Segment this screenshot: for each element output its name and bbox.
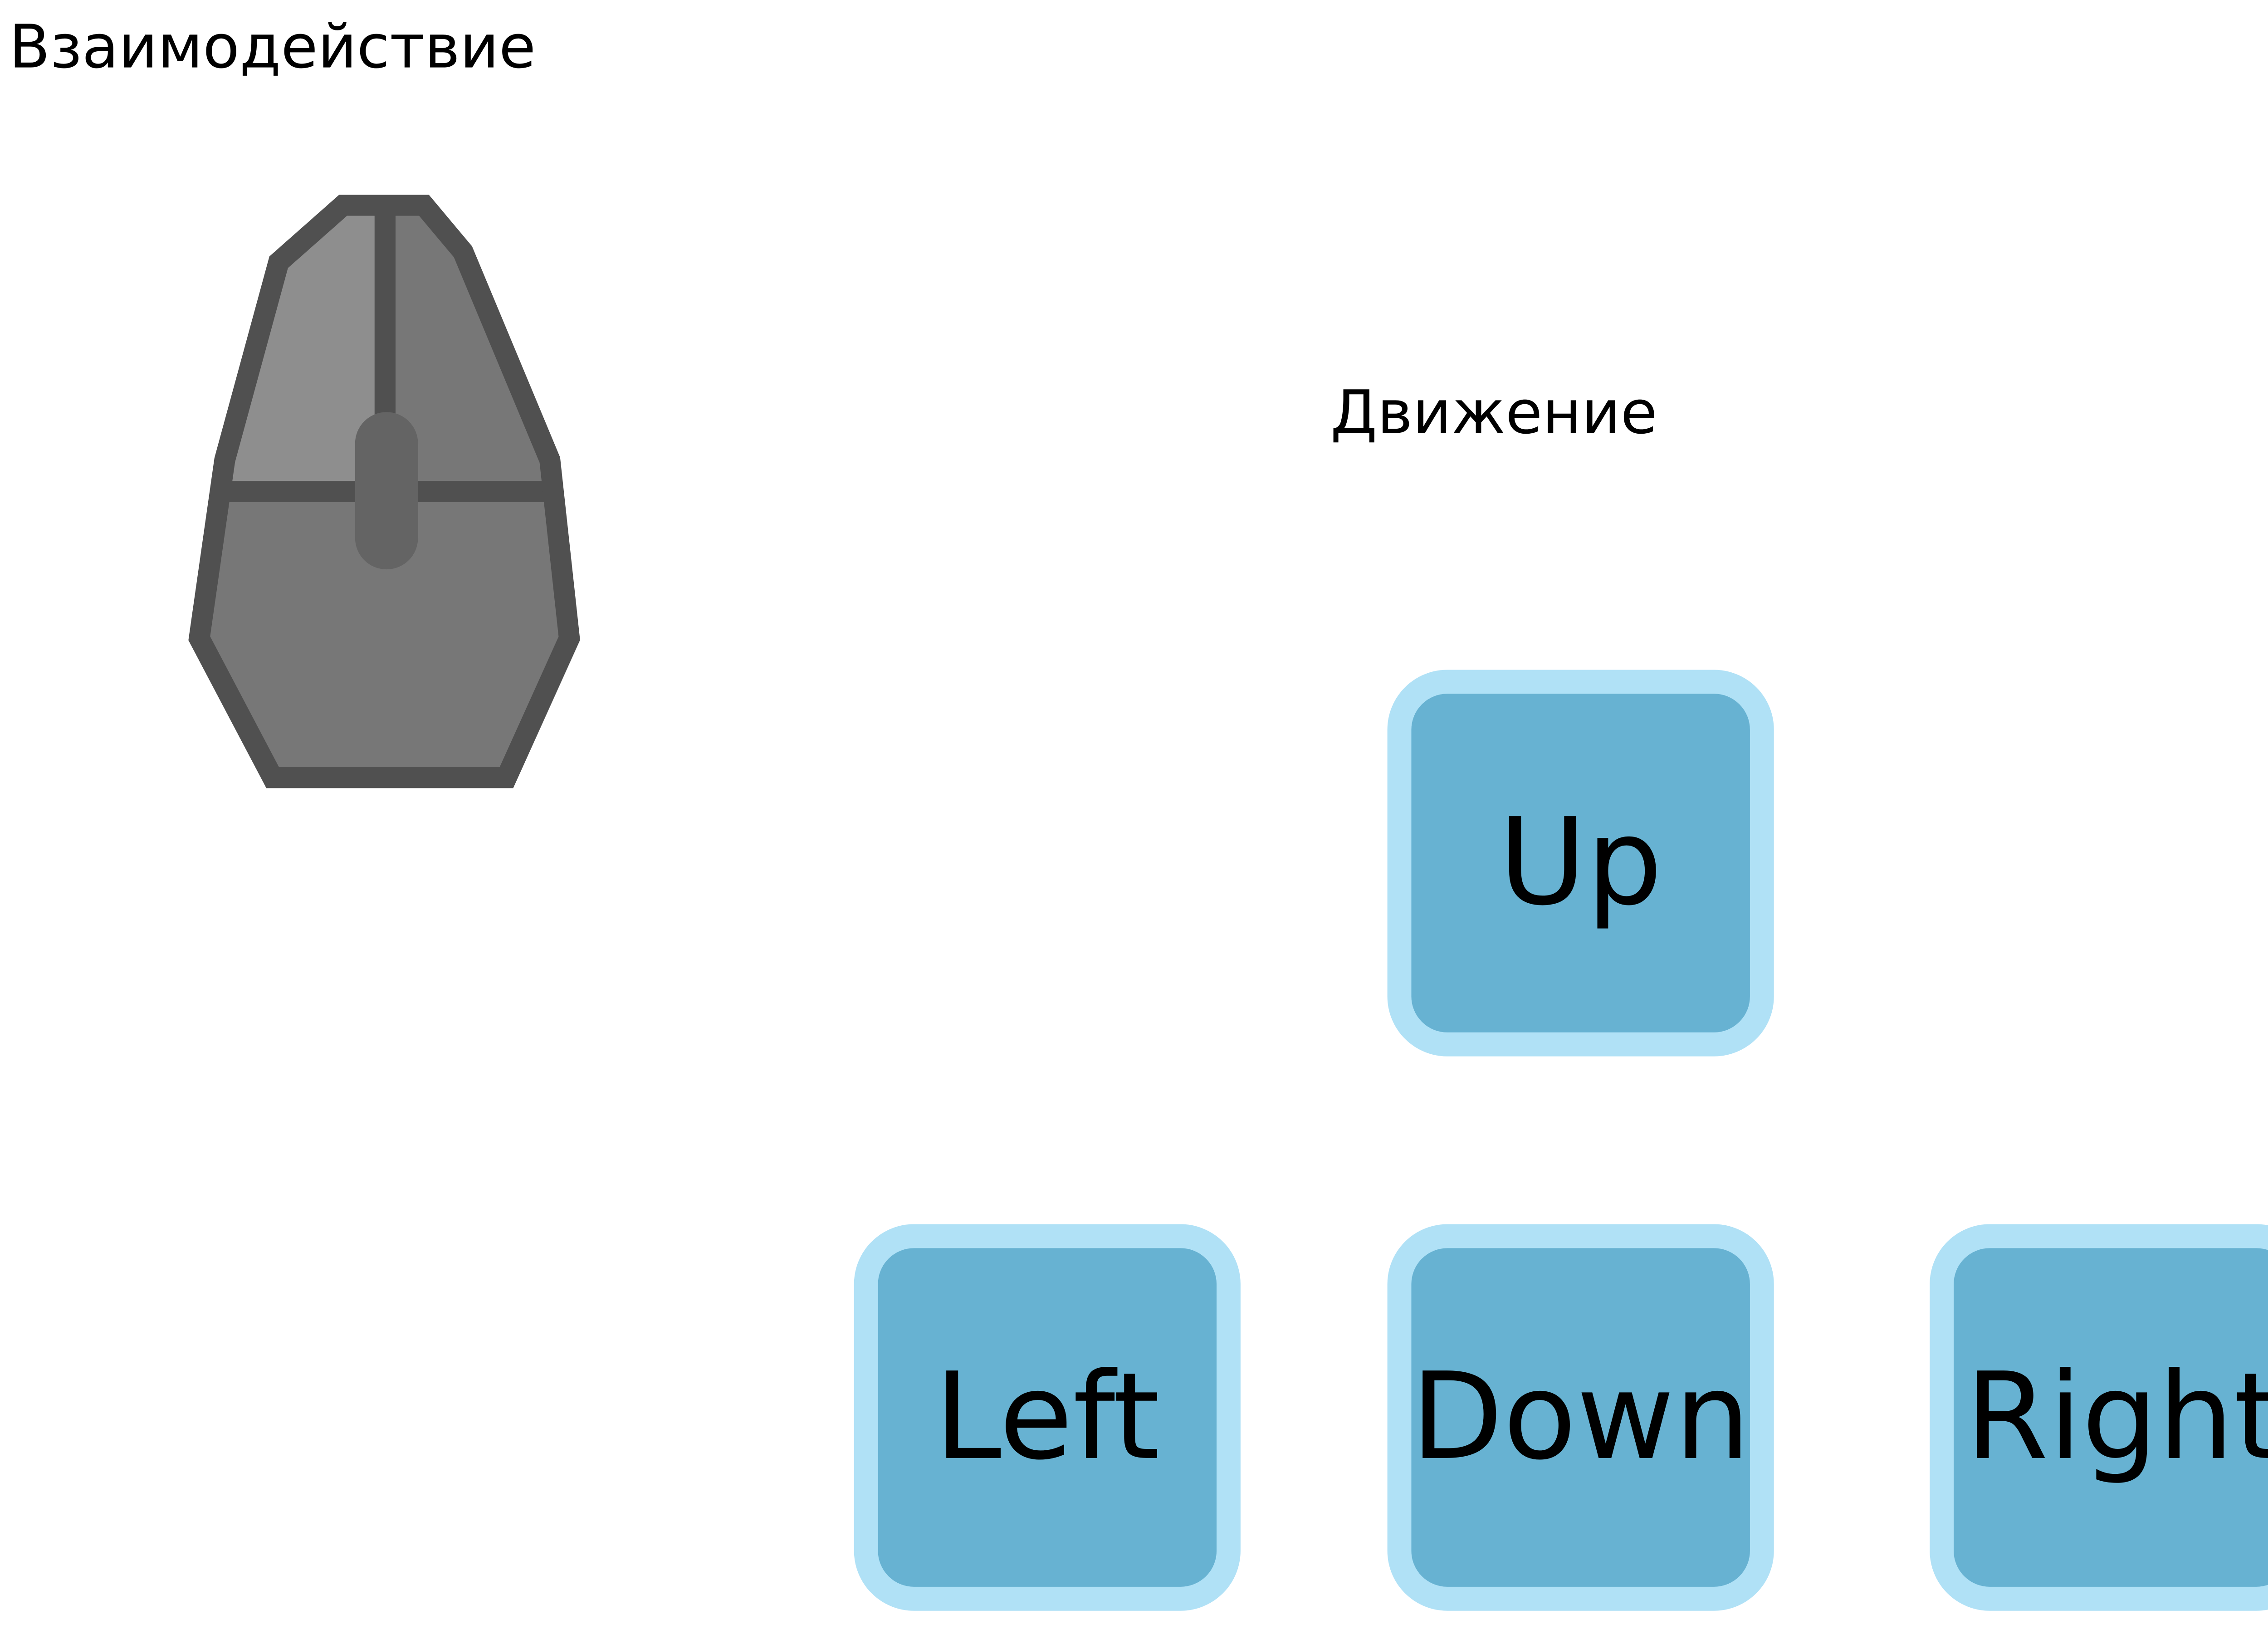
mouse-outline bbox=[188, 195, 580, 788]
down-key[interactable]: Down bbox=[1387, 1224, 1774, 1611]
mouse-left-button bbox=[223, 205, 385, 492]
mouse-wheel bbox=[355, 412, 418, 570]
right-key[interactable]: Right bbox=[1930, 1224, 2268, 1611]
section-title-movement: Движение bbox=[1330, 379, 1657, 448]
mouse-body bbox=[199, 205, 570, 778]
section-title-interaction: Взаимодействие bbox=[9, 13, 536, 83]
left-key[interactable]: Left bbox=[854, 1224, 1241, 1611]
up-key[interactable]: Up bbox=[1387, 670, 1774, 1057]
